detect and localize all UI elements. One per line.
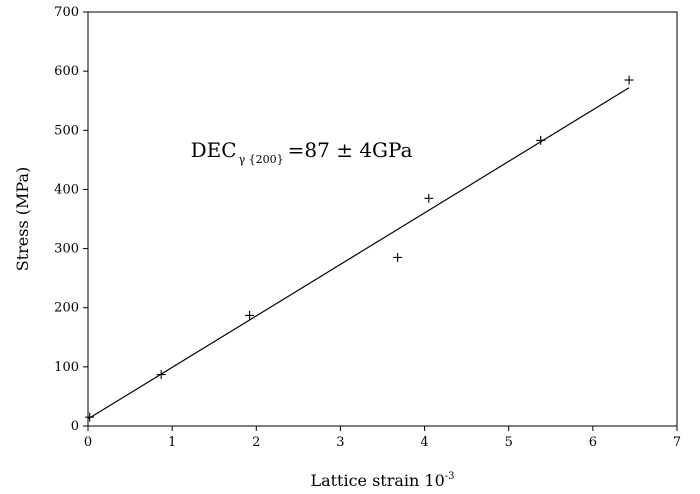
fit-line bbox=[87, 87, 630, 420]
data-point bbox=[393, 252, 403, 262]
data-points bbox=[85, 75, 634, 422]
x-tick-label: 2 bbox=[252, 435, 260, 450]
x-tick-label: 4 bbox=[420, 435, 428, 450]
x-axis-label-text: Lattice strain 10 bbox=[310, 471, 444, 490]
y-tick-label: 700 bbox=[54, 5, 79, 20]
data-point bbox=[624, 75, 634, 85]
y-axis-label: Stress (MPa) bbox=[13, 167, 32, 271]
y-tick-label: 0 bbox=[71, 419, 79, 434]
x-tick-label: 7 bbox=[673, 435, 681, 450]
annotation-value: =87 ± 4GPa bbox=[288, 138, 413, 162]
x-axis-label: Lattice strain 10-3 bbox=[310, 471, 454, 490]
y-tick-label: 600 bbox=[54, 64, 79, 79]
fit-line-group bbox=[87, 87, 630, 420]
annotation-main: DEC bbox=[191, 138, 237, 162]
y-tick-label: 400 bbox=[54, 182, 79, 197]
y-tick-label: 500 bbox=[54, 123, 79, 138]
x-tick-label: 1 bbox=[168, 435, 176, 450]
x-tick-label: 0 bbox=[84, 435, 92, 450]
x-tick-label: 5 bbox=[505, 435, 513, 450]
data-point bbox=[156, 370, 166, 380]
data-point bbox=[85, 412, 95, 422]
y-tick-label: 200 bbox=[54, 301, 79, 316]
plot-frame bbox=[87, 11, 678, 427]
data-point bbox=[424, 193, 434, 203]
y-tick-label: 100 bbox=[54, 360, 79, 375]
ticks: 0 1 2 3 4 5 6 7 0 100 200 300 400 500 600 700 bbox=[54, 5, 681, 450]
y-tick-label: 300 bbox=[54, 242, 79, 257]
x-tick-label: 3 bbox=[336, 435, 344, 450]
data-point bbox=[245, 310, 255, 320]
x-axis-label-superscript: -3 bbox=[445, 471, 455, 482]
annotation-subscript: γ {200} bbox=[239, 153, 284, 166]
axes bbox=[87, 11, 678, 427]
x-tick-label: 6 bbox=[589, 435, 597, 450]
dec-annotation: DEC γ {200} =87 ± 4GPa bbox=[191, 138, 413, 166]
data-point bbox=[536, 135, 546, 145]
